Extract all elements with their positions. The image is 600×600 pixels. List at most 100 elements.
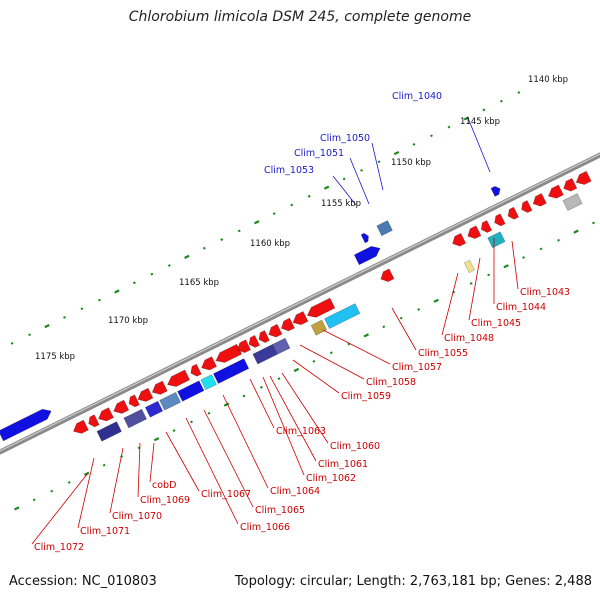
- reverse-gene-block: [177, 380, 205, 402]
- reverse-gene: [237, 339, 252, 353]
- inner-scale-tick: [487, 273, 491, 277]
- outer-scale-tick: [254, 220, 260, 225]
- reverse-leader-line: [391, 307, 417, 351]
- reverse-gene-label: Clim_1059: [341, 391, 391, 402]
- outer-scale-tick: [80, 307, 84, 311]
- reverse-gene-label: Clim_1062: [306, 473, 356, 484]
- scale-label: 1140 kbp: [528, 75, 568, 85]
- forward-gene: [353, 246, 381, 266]
- reverse-leader-line: [31, 472, 89, 545]
- reverse-gene-block: [562, 193, 583, 211]
- reverse-gene: [532, 193, 547, 207]
- scale-label: 1165 kbp: [179, 278, 219, 288]
- outer-scale-tick: [342, 177, 346, 181]
- outer-scale-ticks: [10, 91, 521, 345]
- reverse-gene: [167, 369, 191, 387]
- inner-scale-tick: [399, 316, 403, 320]
- reverse-gene-block: [463, 259, 475, 274]
- inner-scale-tick: [363, 333, 370, 338]
- outer-scale-tick: [517, 91, 521, 94]
- label-leader-lines: [31, 117, 519, 545]
- reverse-gene: [280, 317, 295, 332]
- reverse-leader-line: [137, 442, 141, 498]
- outer-scale-tick: [272, 212, 276, 215]
- genome-summary-text: Topology: circular; Length: 2,763,181 bp…: [234, 574, 592, 589]
- inner-scale-tick: [539, 247, 543, 251]
- outer-scale-tick: [132, 281, 136, 285]
- inner-scale-tick: [592, 221, 595, 225]
- inner-scale-tick: [207, 411, 211, 415]
- inner-scale-tick: [312, 359, 316, 363]
- reverse-gene: [521, 200, 533, 213]
- outer-scale-tick: [63, 316, 66, 319]
- backbone-highlight: [0, 153, 600, 452]
- reverse-leader-line: [222, 394, 269, 489]
- reverse-gene-block: [123, 408, 147, 429]
- outer-scale-tick: [360, 168, 364, 172]
- inner-scale-tick: [503, 264, 509, 269]
- inner-scale-tick: [83, 471, 90, 476]
- reverse-leader-line: [269, 375, 317, 462]
- reverse-leader-line: [185, 417, 239, 525]
- reverse-gene-label: Clim_1067: [201, 489, 251, 500]
- reverse-gene: [480, 220, 493, 233]
- reverse-gene: [306, 297, 336, 318]
- reverse-leader-line: [77, 457, 95, 529]
- inner-scale-tick: [102, 463, 106, 467]
- reverse-gene-label: cobD: [152, 480, 176, 491]
- accession-text: Accession: NC_010803: [9, 574, 157, 589]
- reverse-gene: [88, 414, 100, 428]
- inner-scale-tick: [469, 282, 473, 285]
- inner-scale-tick: [32, 498, 36, 502]
- outer-scale-tick: [463, 116, 470, 121]
- outer-scale-tick: [447, 125, 451, 129]
- outer-scale-tick: [393, 150, 400, 156]
- inner-scale-tick: [522, 256, 526, 259]
- reverse-leader-line: [468, 257, 481, 321]
- reverse-leader-line: [281, 372, 329, 444]
- reverse-gene-block: [213, 358, 250, 384]
- scale-label: 1160 kbp: [250, 239, 290, 249]
- inner-scale-tick: [433, 298, 439, 303]
- forward-leader-line: [371, 142, 384, 191]
- reverse-gene: [215, 343, 243, 363]
- reverse-gene: [201, 356, 217, 371]
- outer-scale-tick: [482, 108, 486, 112]
- reverse-gene: [575, 170, 592, 185]
- reverse-gene-label: Clim_1070: [112, 511, 162, 522]
- reverse-gene-block: [324, 303, 361, 329]
- reverse-leader-line: [203, 409, 254, 508]
- reverse-gene: [507, 206, 519, 220]
- reverse-gene-label: Clim_1064: [270, 486, 320, 497]
- outer-scale-tick: [202, 246, 206, 250]
- reverse-gene-label: Clim_1069: [140, 495, 190, 506]
- reverse-gene: [98, 407, 114, 422]
- inner-scale-tick: [382, 325, 386, 329]
- reverse-gene-label: Clim_1071: [80, 526, 130, 537]
- forward-leader-line: [332, 175, 357, 206]
- outer-scale-tick: [237, 229, 241, 233]
- reverse-leader-line: [249, 378, 275, 429]
- scale-label: 1145 kbp: [460, 117, 500, 127]
- reverse-gene-label: Clim_1057: [392, 362, 442, 373]
- reverse-gene-block: [310, 319, 328, 336]
- reverse-gene: [248, 335, 260, 348]
- reverse-gene-label: Clim_1044: [496, 302, 546, 313]
- outer-scale-tick: [10, 341, 14, 345]
- forward-gene-label: Clim_1053: [264, 165, 314, 176]
- reverse-leader-line: [165, 431, 200, 492]
- outer-scale-tick: [184, 254, 190, 259]
- reverse-gene: [494, 213, 506, 227]
- reverse-gene-block: [159, 391, 182, 411]
- reverse-leader-line: [441, 272, 459, 336]
- reverse-leader-line: [299, 344, 365, 380]
- outer-scale-tick: [377, 160, 381, 164]
- outer-scale-tick: [98, 298, 101, 302]
- reverse-gene-label: Clim_1066: [240, 522, 290, 533]
- reverse-gene: [113, 399, 130, 414]
- reverse-gene-label: Clim_1065: [255, 505, 305, 516]
- outer-scale-tick: [44, 323, 50, 329]
- forward-leader-line: [349, 157, 370, 205]
- reverse-gene: [151, 380, 168, 395]
- reverse-gene-label: Clim_1043: [520, 287, 570, 298]
